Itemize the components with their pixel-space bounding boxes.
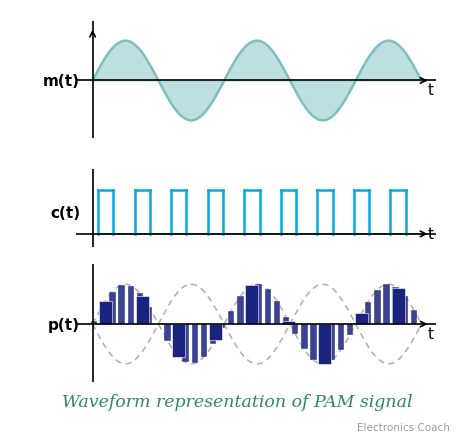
Text: t: t bbox=[428, 83, 434, 98]
Bar bbox=[209, 324, 222, 341]
Bar bbox=[182, 324, 189, 362]
Bar bbox=[411, 310, 417, 324]
Bar bbox=[255, 285, 262, 324]
Bar bbox=[100, 305, 107, 324]
Bar bbox=[173, 324, 180, 355]
Bar bbox=[365, 302, 372, 324]
Bar bbox=[282, 322, 295, 324]
Bar bbox=[201, 324, 207, 357]
Text: t: t bbox=[428, 326, 434, 341]
Bar bbox=[128, 286, 134, 324]
Bar bbox=[347, 324, 353, 335]
Text: Waveform representation of PAM signal: Waveform representation of PAM signal bbox=[62, 393, 412, 410]
Bar bbox=[191, 324, 198, 364]
Bar bbox=[264, 290, 271, 324]
Bar bbox=[99, 301, 112, 324]
Bar bbox=[301, 324, 308, 350]
Bar bbox=[164, 324, 171, 341]
Text: c(t): c(t) bbox=[50, 205, 80, 220]
Bar bbox=[374, 290, 381, 324]
Bar bbox=[328, 324, 335, 361]
Bar bbox=[337, 324, 344, 350]
Bar bbox=[292, 324, 299, 334]
Bar bbox=[392, 289, 405, 324]
Bar bbox=[356, 318, 362, 324]
Text: m(t): m(t) bbox=[43, 74, 80, 89]
Bar bbox=[273, 301, 280, 324]
Bar bbox=[109, 292, 116, 324]
Bar bbox=[246, 286, 258, 324]
Bar bbox=[91, 321, 98, 324]
Text: t: t bbox=[428, 227, 434, 242]
Bar bbox=[283, 317, 289, 324]
Bar bbox=[383, 285, 390, 324]
Text: Electronics Coach: Electronics Coach bbox=[357, 422, 450, 432]
Bar bbox=[210, 324, 216, 345]
Bar bbox=[146, 307, 152, 324]
Bar bbox=[392, 287, 399, 324]
Bar bbox=[319, 324, 331, 364]
Bar bbox=[137, 294, 143, 324]
Bar bbox=[136, 297, 149, 324]
Bar bbox=[319, 324, 326, 364]
Bar bbox=[172, 324, 185, 357]
Bar bbox=[219, 324, 225, 328]
Bar bbox=[401, 296, 408, 324]
Bar bbox=[237, 296, 244, 324]
Bar bbox=[118, 285, 125, 324]
Bar bbox=[246, 287, 253, 324]
Bar bbox=[355, 313, 368, 324]
Bar bbox=[228, 311, 235, 324]
Bar bbox=[310, 324, 317, 360]
Text: p(t): p(t) bbox=[48, 317, 80, 332]
